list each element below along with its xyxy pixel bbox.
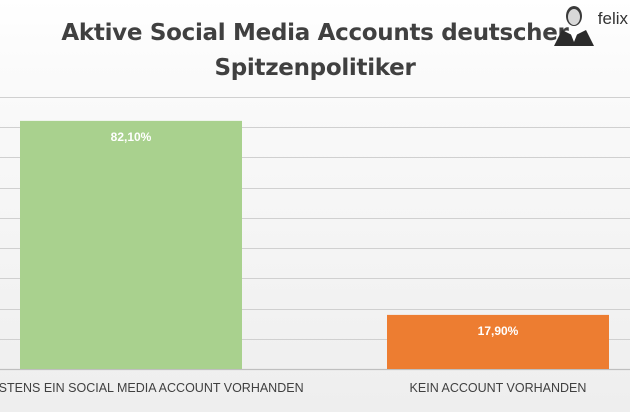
bar-1 bbox=[20, 120, 242, 370]
category-label-1: MINDESTENS EIN SOCIAL MEDIA ACCOUNT VORH… bbox=[0, 381, 304, 395]
person-portrait-icon bbox=[554, 6, 594, 46]
logo-text: felix bbox=[597, 9, 628, 28]
data-label-2: 17,90% bbox=[478, 324, 519, 338]
data-label-1: 82,10% bbox=[111, 130, 152, 144]
bar-2 bbox=[387, 314, 609, 369]
category-label-2: KEIN ACCOUNT VORHANDEN bbox=[410, 381, 587, 395]
chart-title-line-2: Spitzenpolitiker bbox=[214, 55, 416, 81]
brand-logo: felix bbox=[552, 2, 630, 48]
chart-title-line-1: Aktive Social Media Accounts deutscher bbox=[61, 20, 569, 46]
